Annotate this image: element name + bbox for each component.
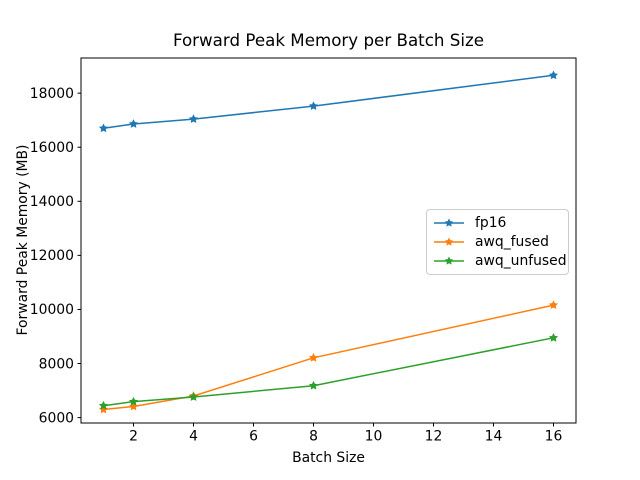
x-tick-label: 2 [129,429,138,445]
y-tick-label: 18000 [30,86,74,102]
series-marker-fp16 [128,119,139,128]
x-tick-label: 12 [425,429,443,445]
legend-line-sample-awq_fused [434,237,464,246]
series-marker-awq_unfused [188,392,199,401]
axes-frame [80,57,577,424]
y-axis-label: Forward Peak Memory (MB) [15,144,31,336]
series-marker-awq_unfused [308,380,319,390]
legend-line-sample-fp16 [434,218,464,227]
series-marker-awq_unfused [128,396,139,406]
series-marker-awq_fused [308,353,319,362]
x-tick-label: 14 [485,429,503,445]
legend-label-fp16: fp16 [475,215,507,231]
chart-title: Forward Peak Memory per Batch Size [172,30,485,50]
series-marker-fp16 [548,70,559,80]
y-tick-label: 10000 [30,302,74,318]
series-marker-awq_fused [128,401,139,411]
series-marker-awq_unfused [98,400,109,410]
series-marker-fp16 [188,114,199,123]
star-marker-icon [444,237,454,246]
legend-label-awq_unfused: awq_unfused [475,253,567,269]
x-tick-label: 16 [545,429,563,445]
legend-line-sample-awq_unfused [434,256,464,265]
series-line-fp16 [102,74,555,130]
y-tick-label: 12000 [30,248,74,264]
x-tick-label: 10 [365,429,383,445]
x-tick-label: 4 [189,429,198,445]
x-axis-label: Batch Size [292,450,365,466]
legend-label-awq_fused: awq_fused [475,234,549,250]
legend-entry-awq_fused: awq_fused [433,233,568,251]
series-line-awq_unfused [102,337,555,407]
y-tick-label: 16000 [30,140,74,156]
x-tick-label: 6 [249,429,258,445]
y-tick-label: 14000 [30,194,74,210]
star-marker-icon [444,218,454,227]
star-marker-icon [444,256,454,265]
x-tick-label: 8 [309,429,318,445]
y-tick-label: 8000 [39,356,74,372]
series-marker-fp16 [308,101,319,111]
series-marker-awq_fused [548,300,559,309]
legend-entry-fp16: fp16 [433,214,568,232]
y-tick-label: 6000 [39,410,74,426]
series-marker-fp16 [98,123,109,133]
series-line-awq_fused [102,304,555,411]
series-marker-awq_unfused [548,333,559,342]
series-marker-awq_fused [98,404,109,414]
legend-entry-awq_unfused: awq_unfused [433,252,568,270]
legend: fp16 awq_fused awq_unfused [426,209,569,275]
